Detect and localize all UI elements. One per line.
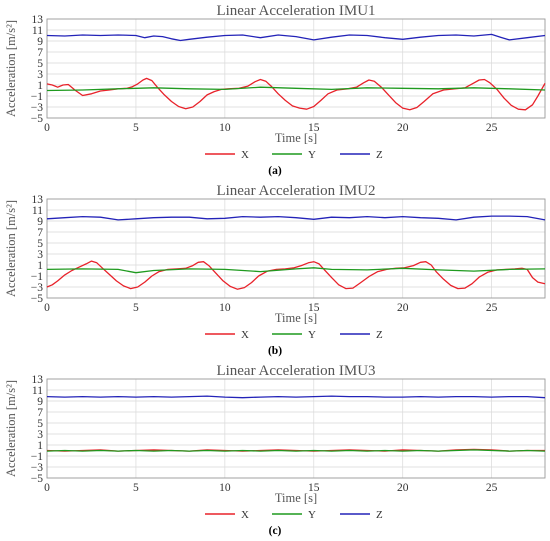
plot-area [46, 198, 546, 299]
y-tick-label: 1 [37, 440, 43, 452]
x-tick-label: 25 [486, 122, 498, 134]
y-tick-label: 7 [37, 407, 43, 419]
y-tick-label: 11 [32, 205, 43, 217]
chart-title: Linear Acceleration IMU3 [216, 363, 375, 379]
legend-label-x: X [241, 149, 249, 161]
x-axis-label: Time [s] [275, 491, 317, 505]
legend-label-z: Z [376, 329, 383, 341]
panel-caption: (c) [269, 525, 282, 537]
legend-label-x: X [241, 509, 249, 521]
x-tick-label: 0 [44, 302, 50, 314]
y-tick-label: 5 [37, 238, 43, 250]
legend-label-y: Y [308, 329, 316, 341]
chart-panel-1: Linear Acceleration IMU1−5−3−11357911130… [4, 3, 546, 177]
y-tick-label: 3 [37, 429, 43, 441]
x-axis-label: Time [s] [275, 131, 317, 145]
y-tick-label: 5 [37, 58, 43, 70]
chart-panel-2: Linear Acceleration IMU2−5−3−11357911130… [4, 183, 546, 357]
x-tick-label: 25 [486, 302, 498, 314]
y-tick-label: 13 [32, 194, 44, 206]
y-tick-label: 7 [37, 227, 43, 239]
x-tick-label: 5 [133, 122, 139, 134]
y-axis-label: Acceleration [m/s²] [4, 20, 18, 117]
legend-label-y: Y [308, 149, 316, 161]
plot-area [46, 18, 546, 119]
y-tick-label: −1 [31, 271, 43, 283]
y-tick-label: −5 [31, 473, 43, 485]
y-tick-label: 3 [37, 249, 43, 261]
x-tick-label: 20 [397, 302, 409, 314]
chart-panel-3: Linear Acceleration IMU3−5−3−11357911130… [4, 363, 546, 537]
y-axis-label: Acceleration [m/s²] [4, 200, 18, 297]
series-line-y [46, 267, 546, 274]
x-tick-label: 20 [397, 122, 409, 134]
x-tick-label: 0 [44, 482, 50, 494]
y-tick-label: 9 [37, 216, 43, 228]
legend-label-z: Z [376, 509, 383, 521]
x-tick-label: 0 [44, 122, 50, 134]
x-axis-label: Time [s] [275, 311, 317, 325]
plot-area [46, 378, 546, 479]
y-tick-label: 1 [37, 80, 43, 92]
series-line-x [46, 77, 546, 111]
x-tick-label: 5 [133, 302, 139, 314]
series-line-y [46, 86, 546, 92]
grid [46, 18, 545, 119]
x-tick-label: 25 [486, 482, 498, 494]
legend-label-x: X [241, 329, 249, 341]
chart-title: Linear Acceleration IMU2 [216, 183, 375, 199]
y-tick-label: −3 [31, 462, 43, 474]
y-tick-label: 11 [32, 25, 43, 37]
legend-label-z: Z [376, 149, 383, 161]
y-tick-label: −5 [31, 113, 43, 125]
grid [46, 378, 545, 479]
x-tick-label: 10 [219, 302, 231, 314]
grid [46, 198, 545, 299]
y-tick-label: −1 [31, 91, 43, 103]
y-tick-label: 9 [37, 36, 43, 48]
y-tick-label: 1 [37, 260, 43, 272]
y-tick-label: 5 [37, 418, 43, 430]
x-tick-label: 15 [308, 122, 320, 134]
y-tick-label: 9 [37, 396, 43, 408]
y-tick-label: 3 [37, 69, 43, 81]
y-tick-label: 7 [37, 47, 43, 59]
y-tick-label: 11 [32, 385, 43, 397]
series-line-z [46, 215, 546, 221]
y-tick-label: −1 [31, 451, 43, 463]
x-tick-label: 10 [219, 122, 231, 134]
series-line-x [46, 260, 546, 290]
panel-caption: (a) [268, 165, 282, 177]
x-tick-label: 20 [397, 482, 409, 494]
series-line-y [46, 449, 546, 452]
x-tick-label: 10 [219, 482, 231, 494]
y-tick-label: −5 [31, 293, 43, 305]
y-tick-label: −3 [31, 282, 43, 294]
series-line-z [46, 33, 546, 42]
x-tick-label: 15 [308, 482, 320, 494]
series-line-z [46, 395, 546, 399]
x-tick-label: 15 [308, 302, 320, 314]
legend-label-y: Y [308, 509, 316, 521]
y-tick-label: −3 [31, 102, 43, 114]
y-tick-label: 13 [32, 14, 44, 26]
x-tick-label: 5 [133, 482, 139, 494]
panel-caption: (b) [268, 345, 282, 357]
y-axis-label: Acceleration [m/s²] [4, 380, 18, 477]
y-tick-label: 13 [32, 374, 44, 386]
chart-title: Linear Acceleration IMU1 [216, 3, 375, 19]
